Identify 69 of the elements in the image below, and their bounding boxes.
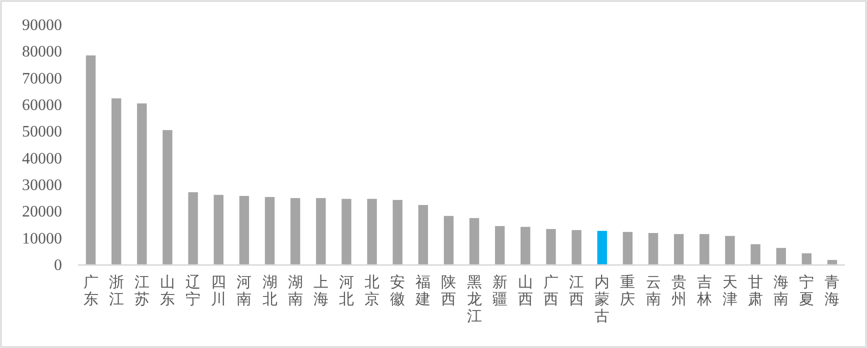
y-tick-label: 0 — [54, 257, 62, 274]
x-tick-label: 吉林 — [696, 273, 712, 308]
x-tick-label: 新疆 — [492, 273, 508, 308]
x-tick-label: 辽宁 — [186, 273, 201, 308]
bar — [700, 234, 710, 265]
y-tick-label: 60000 — [22, 97, 62, 114]
x-tick-label: 上海 — [313, 273, 328, 308]
bar — [597, 230, 607, 265]
bar — [622, 232, 633, 265]
x-tick-label: 江苏 — [134, 273, 150, 308]
bar — [392, 200, 402, 265]
bar — [162, 130, 172, 265]
x-tick-label: 湖南 — [288, 273, 303, 308]
bar — [674, 234, 684, 265]
bar — [725, 236, 735, 265]
bar — [86, 55, 96, 265]
bar — [342, 198, 352, 265]
x-tick-label: 云南 — [646, 273, 661, 308]
x-tick-label: 内蒙古 — [594, 273, 610, 325]
x-tick-label: 陕西 — [441, 273, 456, 308]
bar — [520, 226, 530, 265]
bar — [188, 192, 198, 265]
bar — [802, 253, 812, 265]
bar — [214, 194, 224, 265]
y-tick-label: 80000 — [22, 44, 62, 61]
bar — [444, 216, 454, 265]
bar — [648, 233, 658, 265]
x-tick-label: 四川 — [211, 273, 226, 308]
x-tick-label: 广东 — [83, 273, 98, 308]
x-tick-label: 天津 — [722, 273, 738, 308]
bar — [776, 248, 786, 265]
y-tick-label: 40000 — [22, 150, 62, 168]
bar — [418, 205, 428, 265]
x-tick-label: 黑龙江 — [466, 273, 482, 325]
x-tick-label: 河南 — [236, 273, 252, 308]
bar — [750, 244, 760, 265]
x-tick-label: 北京 — [364, 273, 380, 308]
bar — [316, 198, 326, 265]
x-tick-label: 重庆 — [620, 273, 636, 308]
bar — [111, 98, 122, 265]
y-tick-label: 20000 — [22, 204, 62, 221]
x-tick-label: 山东 — [160, 273, 175, 308]
y-tick-label: 30000 — [22, 177, 62, 194]
bar — [572, 230, 582, 265]
bar — [290, 198, 300, 265]
bar — [264, 197, 275, 265]
bar — [367, 198, 377, 265]
x-tick-label: 广西 — [543, 273, 558, 308]
y-tick-label: 70000 — [22, 70, 62, 88]
x-tick-label: 浙江 — [108, 273, 124, 308]
x-tick-label: 贵州 — [671, 273, 686, 308]
x-tick-label: 湖北 — [262, 273, 278, 308]
x-tick-label: 安徽 — [390, 273, 406, 308]
x-tick-label: 江西 — [569, 273, 584, 308]
x-tick-label: 海南 — [774, 273, 789, 308]
x-tick-label: 山西 — [518, 273, 533, 308]
bar — [469, 218, 480, 265]
y-tick-label: 50000 — [22, 124, 62, 141]
bar — [239, 196, 250, 265]
bar — [494, 226, 505, 265]
x-tick-label: 宁夏 — [799, 273, 814, 308]
bar — [137, 103, 147, 265]
x-tick-label: 河北 — [338, 273, 354, 308]
y-tick-label: 10000 — [22, 230, 62, 248]
bar — [546, 229, 556, 265]
x-tick-label: 青海 — [824, 273, 840, 308]
y-tick-label: 90000 — [22, 17, 62, 34]
x-tick-label: 甘肃 — [748, 273, 764, 308]
x-tick-label: 福建 — [414, 273, 431, 308]
